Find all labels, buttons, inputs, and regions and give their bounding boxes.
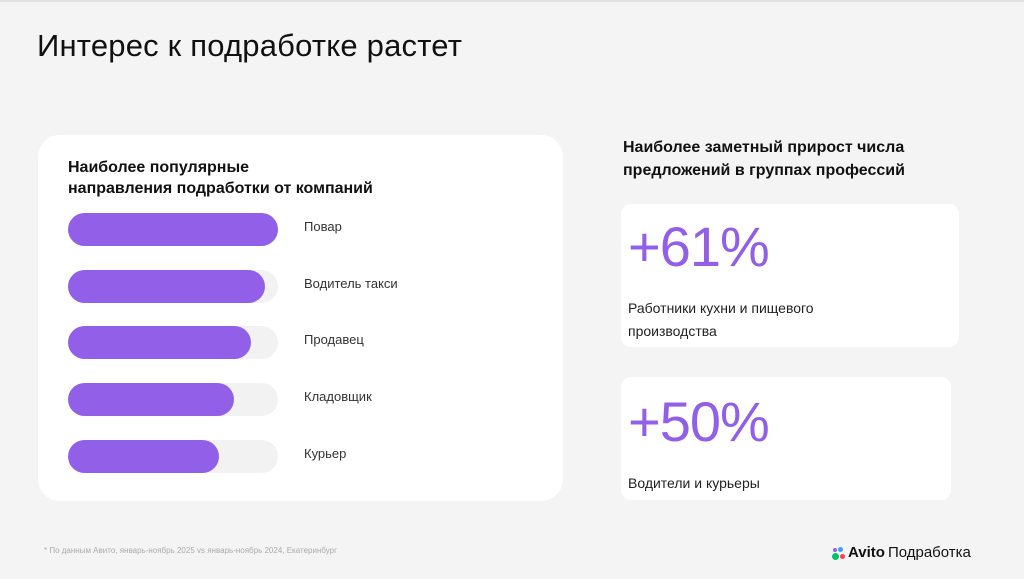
bar-row: Водитель такси [68, 270, 538, 303]
bar-track [68, 383, 278, 416]
bar-track [68, 270, 278, 303]
bar-track [68, 213, 278, 246]
popular-directions-title-line2: направления подработки от компаний [68, 180, 373, 197]
page-title: Интерес к подработке растет [37, 28, 463, 63]
stat-description: Работники кухни и пищевого производства [628, 297, 814, 343]
brand-product: Подработка [887, 544, 971, 561]
bar-label: Кладовщик [304, 389, 372, 404]
growth-section-title: Наиболее заметный прирост числа предложе… [623, 136, 983, 182]
bar-fill [68, 270, 266, 303]
growth-title-line2: предложений в группах профессий [623, 162, 905, 179]
bar-label: Повар [304, 219, 342, 234]
bar-row: Курьер [68, 440, 538, 473]
brand-logo: Avito Подработка [831, 544, 971, 561]
stat-value: +61% [628, 215, 770, 278]
stat-description-line2: производства [628, 323, 717, 339]
bar-fill [68, 383, 234, 416]
bar-label: Курьер [304, 446, 347, 461]
bar-row: Повар [68, 213, 538, 246]
bar-track [68, 440, 278, 473]
bar-row: Продавец [68, 326, 538, 359]
bar-fill [68, 326, 251, 359]
bar-fill [68, 440, 220, 473]
stat-card-kitchen: +61% Работники кухни и пищевого производ… [621, 204, 959, 347]
growth-title-line1: Наиболее заметный прирост числа [623, 139, 905, 156]
bar-track [68, 326, 278, 359]
stat-value: +50% [628, 390, 770, 453]
avito-dots-icon [831, 546, 845, 560]
popular-directions-title-line1: Наиболее популярные [68, 159, 250, 176]
bar-label: Водитель такси [304, 276, 398, 291]
stat-description: Водители и курьеры [628, 472, 760, 495]
popular-directions-title: Наиболее популярные направления подработ… [68, 157, 468, 199]
footnote: * По данным Авито, январь-ноябрь 2025 vs… [44, 546, 338, 555]
stat-description-line1: Работники кухни и пищевого [628, 300, 814, 316]
top-divider [0, 0, 1024, 2]
stat-card-drivers: +50% Водители и курьеры [621, 377, 951, 500]
brand-avito: Avito [848, 544, 885, 561]
bar-row: Кладовщик [68, 383, 538, 416]
bar-label: Продавец [304, 332, 364, 347]
popular-directions-card: Наиболее популярные направления подработ… [38, 135, 563, 501]
stat-description-line1: Водители и курьеры [628, 475, 760, 491]
bar-fill [68, 213, 278, 246]
